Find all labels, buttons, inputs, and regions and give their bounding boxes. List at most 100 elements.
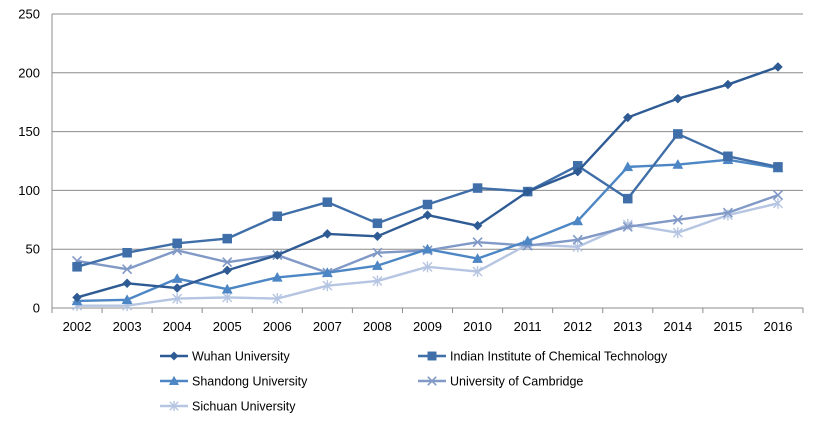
data-point xyxy=(572,234,583,245)
data-point xyxy=(372,231,383,242)
legend-entry-shandong-university: Shandong University xyxy=(160,375,308,389)
legend-marker xyxy=(169,400,179,412)
data-point xyxy=(673,129,683,139)
data-point xyxy=(723,151,733,162)
x-tick-label: 2005 xyxy=(213,319,242,334)
series-shandong-university xyxy=(71,154,784,306)
data-point xyxy=(172,283,183,293)
legend-label: Indian Institute of Chemical Technology xyxy=(450,350,668,364)
data-point xyxy=(222,291,233,303)
data-point xyxy=(672,159,684,169)
data-point xyxy=(372,260,383,270)
x-tick-label: 2006 xyxy=(263,319,292,334)
data-point xyxy=(372,218,383,229)
data-point xyxy=(472,266,483,278)
data-point xyxy=(171,273,183,283)
data-point xyxy=(122,278,132,289)
legend-label: University of Cambridge xyxy=(450,375,583,389)
data-point xyxy=(272,250,283,260)
legend-label: Wuhan University xyxy=(192,350,290,364)
y-tick-label: 0 xyxy=(33,301,40,316)
data-point xyxy=(522,186,533,197)
x-tick-label: 2013 xyxy=(613,319,642,334)
data-point xyxy=(322,229,333,239)
series-wuhan-university xyxy=(72,62,783,303)
data-point xyxy=(222,265,233,276)
legend-label: Shandong University xyxy=(192,375,308,389)
x-tick-label: 2009 xyxy=(413,319,442,334)
data-point xyxy=(422,210,433,220)
data-point xyxy=(672,214,683,225)
x-tick-label: 2010 xyxy=(463,319,492,334)
data-point xyxy=(322,280,333,292)
data-point xyxy=(722,207,733,218)
series-sichuan-university xyxy=(72,197,783,312)
data-point xyxy=(372,275,383,287)
data-point xyxy=(622,161,634,172)
legend-marker xyxy=(427,351,437,361)
data-point xyxy=(271,271,283,282)
legend: Wuhan University Indian Institute of Chem… xyxy=(160,350,668,414)
data-point xyxy=(222,233,232,244)
legend-entry-indian-institute-of-chemical-technology: Indian Institute of Chemical Technology xyxy=(418,350,668,364)
data-point xyxy=(122,247,132,258)
x-tick-label: 2003 xyxy=(113,319,142,334)
data-point xyxy=(622,112,633,123)
data-point xyxy=(422,199,433,210)
data-point xyxy=(172,293,183,305)
x-tick-label: 2004 xyxy=(163,319,192,334)
gridlines xyxy=(52,13,803,250)
data-point xyxy=(472,253,483,263)
data-point xyxy=(122,264,133,275)
data-point xyxy=(522,235,534,246)
data-point xyxy=(672,227,683,239)
data-point xyxy=(172,238,182,249)
data-point xyxy=(272,293,283,305)
series-lines xyxy=(71,62,784,312)
data-point xyxy=(572,215,584,226)
data-point xyxy=(322,197,333,207)
data-point xyxy=(472,183,483,193)
data-point xyxy=(773,62,783,72)
data-point xyxy=(422,261,433,273)
axes: 0 50 100 150 200 250 2002 2003 2004 2005 2006 2007 2… xyxy=(18,7,804,334)
data-point xyxy=(372,247,383,258)
data-point xyxy=(472,220,483,231)
y-tick-label: 200 xyxy=(18,65,40,80)
x-tick-label: 2008 xyxy=(363,319,392,334)
y-tick-label: 100 xyxy=(18,183,40,198)
x-tick-label: 2012 xyxy=(563,319,592,334)
data-point xyxy=(272,211,283,222)
x-tick-label: 2011 xyxy=(514,319,542,334)
data-point xyxy=(222,257,233,268)
data-point xyxy=(572,166,583,177)
data-point xyxy=(72,292,82,303)
x-tick-label: 2007 xyxy=(313,319,342,334)
y-tick-label: 50 xyxy=(26,242,40,257)
data-point xyxy=(472,237,483,248)
legend-marker xyxy=(427,376,437,386)
data-point xyxy=(623,193,633,204)
legend-entry-sichuan-university: Sichuan University xyxy=(160,400,296,414)
data-point xyxy=(422,243,433,254)
data-point xyxy=(773,162,783,172)
data-point xyxy=(772,197,783,209)
data-point xyxy=(672,93,683,104)
data-point xyxy=(121,294,133,305)
y-tick-label: 150 xyxy=(18,124,40,139)
series-line xyxy=(77,158,779,303)
legend-entry-university-of-cambridge: University of Cambridge xyxy=(418,375,583,389)
y-tick-label: 250 xyxy=(18,7,40,22)
data-point xyxy=(723,79,733,90)
x-tick-label: 2015 xyxy=(713,319,742,334)
data-point xyxy=(321,267,333,277)
x-tick-label: 2016 xyxy=(764,319,793,334)
x-tick-label: 2002 xyxy=(63,319,92,334)
legend-marker xyxy=(169,351,179,361)
legend-entry-wuhan-university: Wuhan University xyxy=(160,350,290,364)
data-point xyxy=(72,262,82,272)
data-point xyxy=(622,221,633,232)
legend-label: Sichuan University xyxy=(192,400,296,414)
